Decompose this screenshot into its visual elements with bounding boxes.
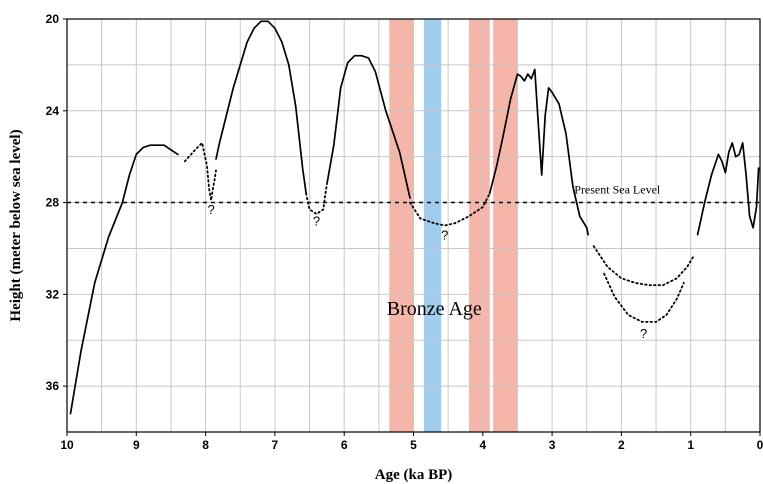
y-axis-title: Height (meter below sea level): [8, 129, 24, 321]
x-tick-label: 7: [272, 438, 279, 452]
x-tick-label: 10: [60, 438, 74, 452]
x-tick-label: 6: [341, 438, 348, 452]
reference-line-label: Present Sea Level: [574, 183, 661, 197]
y-tick-label: 24: [46, 104, 60, 118]
x-tick-label: 5: [410, 438, 417, 452]
series-6-dotted: [409, 192, 491, 227]
y-tick-label: 32: [46, 287, 60, 301]
y-tick-label: 36: [46, 379, 60, 393]
x-tick-label: 3: [549, 438, 556, 452]
x-tick-label: 0: [757, 438, 763, 452]
gridlines: [67, 19, 760, 432]
series-3-solid: [215, 20, 307, 195]
series-10-solid: [696, 142, 760, 236]
question-mark: ?: [208, 202, 215, 217]
band-1: [389, 19, 414, 432]
x-tick-label: 8: [202, 438, 209, 452]
x-tick-label: 2: [618, 438, 625, 452]
question-mark: ?: [640, 326, 647, 341]
x-axis-title: Age (ka BP): [375, 467, 453, 483]
bronze-age-label: Bronze Age: [387, 298, 482, 320]
question-mark: ?: [441, 227, 448, 242]
y-tick-label: 20: [46, 12, 60, 26]
x-tick-label: 4: [479, 438, 486, 452]
series-1-solid: [69, 144, 179, 415]
present-sea-level-line: Present Sea Level: [67, 183, 760, 204]
series-8-dotted: [592, 245, 696, 287]
band-3: [468, 19, 490, 432]
y-tick-label: 28: [46, 196, 60, 210]
series-5-solid: [326, 54, 411, 199]
sea-level-curves: [69, 20, 760, 415]
series-4-dotted: [305, 183, 328, 215]
annotations: Bronze Age????: [208, 202, 648, 341]
series-9-dotted: [603, 272, 685, 323]
band-2: [423, 19, 442, 432]
series-2-dotted: [183, 142, 217, 202]
x-tick-label: 1: [687, 438, 694, 452]
question-mark: ?: [313, 214, 320, 229]
x-tick-label: 9: [133, 438, 140, 452]
series-7-solid: [488, 68, 589, 236]
band-4: [493, 19, 518, 432]
